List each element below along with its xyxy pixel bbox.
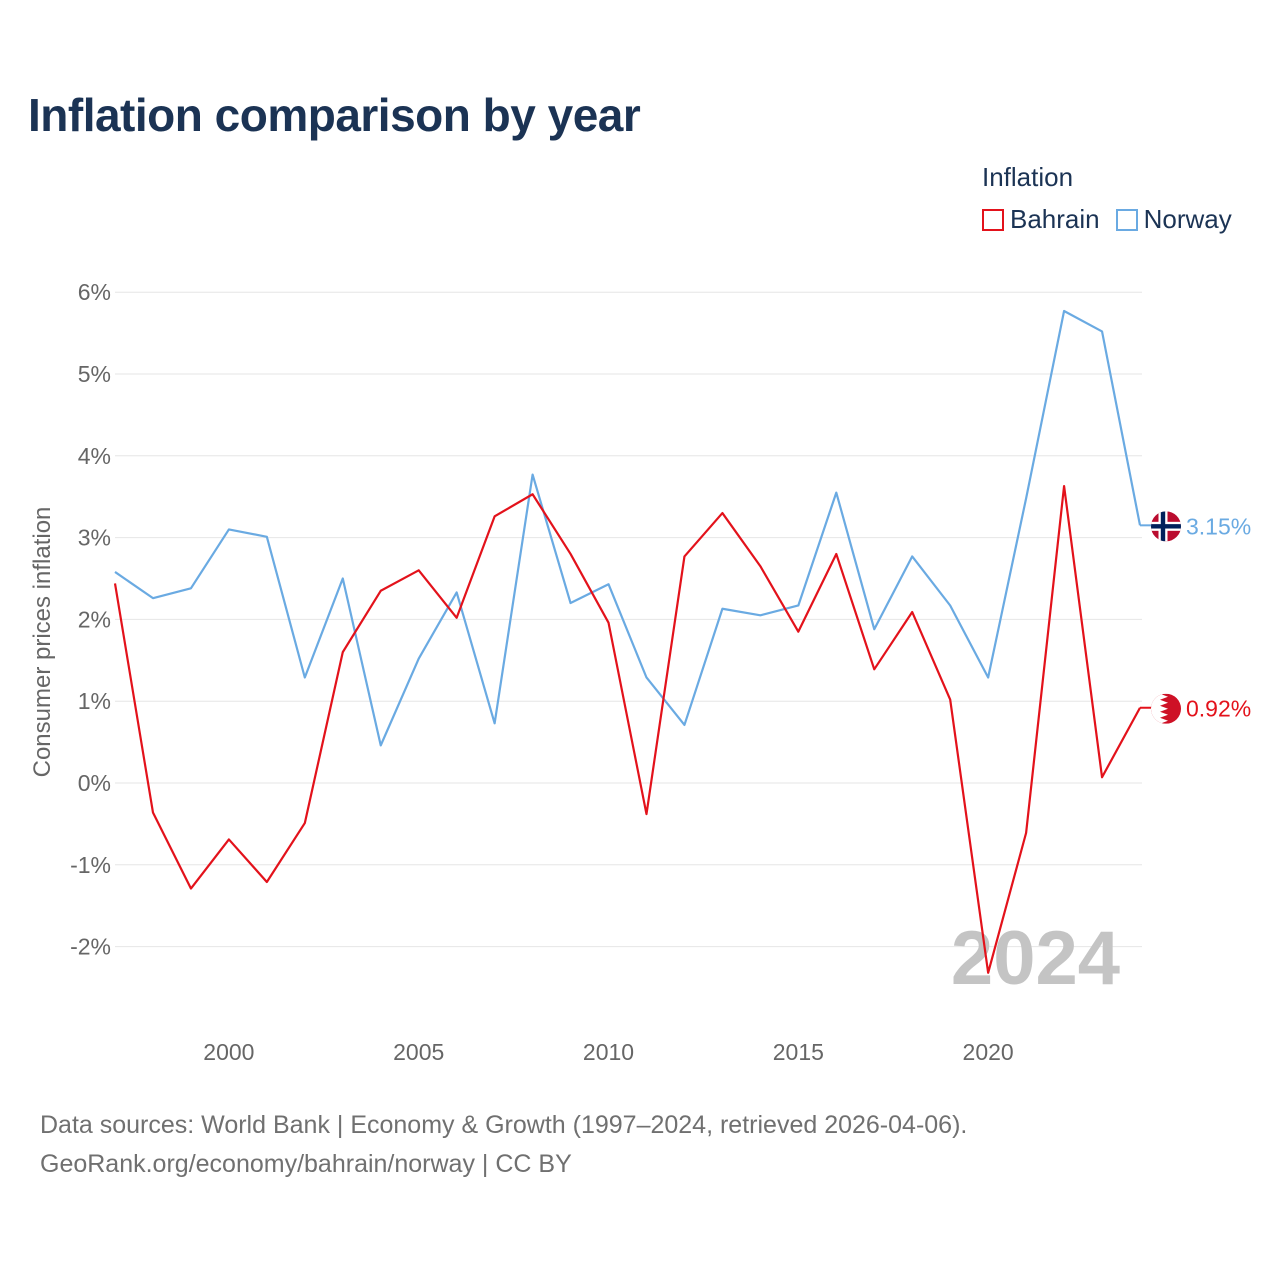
y-tick-label: 4% [78,443,111,469]
y-tick-label: 1% [78,688,111,714]
legend-item-norway[interactable]: Norway [1115,204,1232,235]
x-tick-label: 2020 [963,1039,1014,1065]
footer-credit: GeoRank.org/economy/bahrain/norway | CC … [40,1150,572,1178]
y-tick-label: 2% [78,606,111,632]
y-axis-label: Consumer prices inflation [29,507,56,778]
legend-title: Inflation [982,162,1074,192]
series-line-norway [114,309,1142,747]
series-line-bahrain [113,484,1141,974]
x-tick-label: 2000 [203,1039,254,1065]
y-tick-label: -2% [70,934,111,960]
bahrain-flag-icon [1151,693,1181,724]
y-tick-label: 5% [78,361,111,387]
legend-swatch-norway [1115,208,1138,231]
legend-label-norway: Norway [1143,204,1232,234]
y-tick-label: 0% [78,770,111,796]
legend-item-bahrain[interactable]: Bahrain [982,204,1100,235]
y-tick-label: 6% [78,279,111,305]
legend: Bahrain Norway [982,204,1248,235]
x-tick-label: 2015 [773,1039,824,1065]
y-tick-label: -1% [70,852,111,878]
end-value-label-norway: 3.15% [1186,513,1251,539]
legend-swatch-bahrain [982,208,1004,231]
footer: Data sources: World Bank | Economy & Gro… [40,1106,967,1184]
chart-title: Inflation comparison by year [28,89,641,141]
norway-flag-icon [1151,511,1181,542]
y-tick-label: 3% [78,525,111,551]
year-watermark: 2024 [951,916,1120,1001]
x-tick-label: 2010 [583,1039,634,1065]
legend-label-bahrain: Bahrain [1010,204,1100,234]
line-chart: -2% -1% 0% 1% 2% 3% 4% 5% 6% 2000 2005 2010 2015 2020… [29,279,1251,1065]
footer-source: Data sources: World Bank | Economy & Gro… [40,1111,968,1139]
end-value-label-bahrain: 0.92% [1186,696,1251,722]
x-tick-label: 2005 [393,1039,444,1065]
